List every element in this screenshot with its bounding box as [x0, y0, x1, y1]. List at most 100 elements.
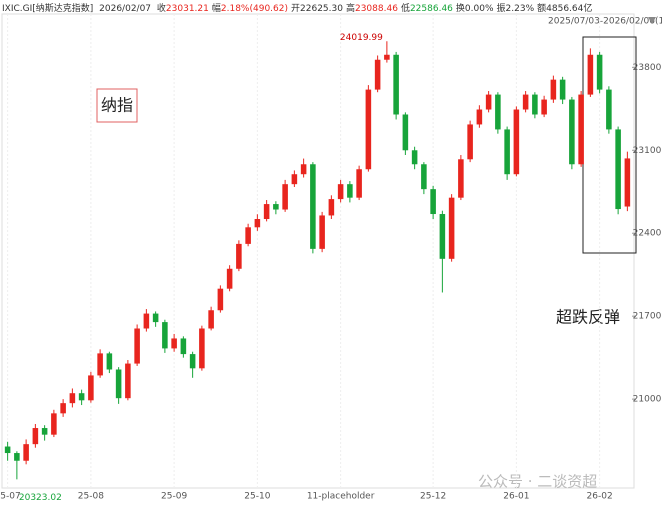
- candle-body: [14, 453, 20, 461]
- candle-body: [458, 159, 464, 198]
- candle-body: [69, 393, 76, 404]
- candle-body: [587, 54, 594, 95]
- candle-body: [199, 328, 205, 369]
- candle-body: [254, 219, 261, 228]
- candle-body: [134, 328, 140, 364]
- candle-body: [245, 227, 251, 244]
- candle-body: [596, 54, 603, 90]
- candle-body: [550, 79, 557, 100]
- index-name: 纳指: [101, 96, 133, 115]
- candle-body: [32, 428, 39, 445]
- y-tick-label: 23100: [633, 146, 662, 156]
- quote-label: 换: [455, 4, 465, 14]
- quote-value: 4856.64亿: [546, 4, 593, 14]
- candle-body: [365, 89, 372, 170]
- candle-body: [41, 428, 48, 435]
- annotation: 超跌反弹: [556, 308, 620, 327]
- candle-body: [430, 189, 436, 215]
- name-box: [96, 88, 138, 123]
- quote-label: 额: [537, 4, 547, 14]
- candle-body: [23, 444, 29, 461]
- candle-body: [606, 89, 612, 130]
- x-tick-label: 25-07: [0, 492, 21, 502]
- candle-body: [532, 94, 538, 115]
- watermark: 公众号 · 二谈资超: [478, 473, 597, 491]
- candle-body: [51, 413, 57, 435]
- candle-body: [559, 79, 566, 100]
- candle-body: [300, 164, 307, 175]
- candle-body: [513, 109, 520, 175]
- x-tick-label: 25-09: [161, 492, 187, 502]
- candle-body: [337, 184, 344, 200]
- plot-frame: [1, 13, 635, 489]
- x-tick-label: 26-01: [503, 492, 529, 502]
- candle-body: [310, 164, 316, 249]
- quote-value: 23088.46: [354, 4, 398, 14]
- candle-body: [467, 124, 473, 160]
- candle-body: [115, 369, 122, 399]
- candle-body: [328, 199, 335, 216]
- x-tick-label: 26-02: [587, 492, 613, 502]
- candle-body: [384, 54, 390, 60]
- candle-body: [615, 129, 621, 210]
- y-tick-label: 21700: [633, 312, 662, 322]
- code: IXIC.GI[纳斯达克指数]: [2, 4, 94, 14]
- quote-label: 开: [291, 4, 301, 14]
- candle-body: [208, 310, 214, 329]
- candle-body: [97, 353, 103, 376]
- candle-body: [578, 94, 584, 165]
- quote-label: 振: [496, 4, 506, 14]
- x-tick-label: 11-placeholder: [307, 492, 375, 502]
- candle-body: [171, 338, 177, 349]
- candle-body: [78, 393, 85, 401]
- candle-body: [504, 129, 510, 175]
- quote-value: 2.23%: [505, 4, 535, 14]
- quote-label: 低: [400, 4, 410, 14]
- x-tick-label: 25-10: [244, 492, 270, 502]
- low-label: 20323.02: [19, 493, 62, 503]
- candle-body: [319, 215, 325, 249]
- candle-body: [236, 243, 242, 269]
- quote-value: 22625.30: [300, 4, 343, 14]
- candle-body: [569, 99, 575, 165]
- quote-header: IXIC.GI[纳斯达克指数] 2026/02/07 收23031.21 幅2.1…: [2, 1, 595, 14]
- quote-value: 23031.21: [165, 4, 209, 14]
- candle-body: [291, 174, 298, 185]
- candle-body: [448, 197, 455, 259]
- candle-body: [476, 109, 483, 125]
- candle-body: [88, 375, 94, 401]
- candle-body: [106, 353, 113, 370]
- candle-body: [393, 54, 399, 115]
- y-tick-label: 22400: [633, 229, 662, 239]
- candle-body: [541, 99, 547, 115]
- date: 2026/02/07: [99, 4, 152, 14]
- candle-body: [125, 363, 131, 399]
- candle-body: [143, 313, 150, 329]
- dropdown-icon[interactable]: [648, 17, 656, 24]
- y-tick-label: 21000: [633, 395, 662, 405]
- quote-value: 0.00%: [464, 4, 494, 14]
- candle-body: [273, 204, 279, 210]
- x-tick-label: 25-12: [420, 492, 446, 502]
- quote-value: 22586.46: [409, 4, 453, 14]
- candle-body: [217, 288, 224, 311]
- candle-body: [374, 59, 381, 90]
- candle-body: [439, 214, 446, 259]
- high-label: 24019.99: [340, 33, 383, 43]
- quote-label: 幅: [211, 4, 221, 14]
- candle-body: [411, 150, 418, 165]
- candle-body: [162, 322, 168, 349]
- candle-body: [624, 158, 631, 207]
- candle-body: [421, 164, 427, 190]
- candle-body: [356, 169, 362, 198]
- candle-body: [189, 354, 196, 369]
- candle-body: [226, 268, 233, 289]
- candle-body: [495, 94, 501, 130]
- candle-body: [402, 114, 409, 151]
- candle-body: [522, 94, 529, 110]
- candle-body: [180, 338, 187, 355]
- quote-label: 收: [156, 4, 166, 14]
- x-tick-label: 25-08: [78, 492, 104, 502]
- y-tick-label: 23800: [633, 63, 662, 73]
